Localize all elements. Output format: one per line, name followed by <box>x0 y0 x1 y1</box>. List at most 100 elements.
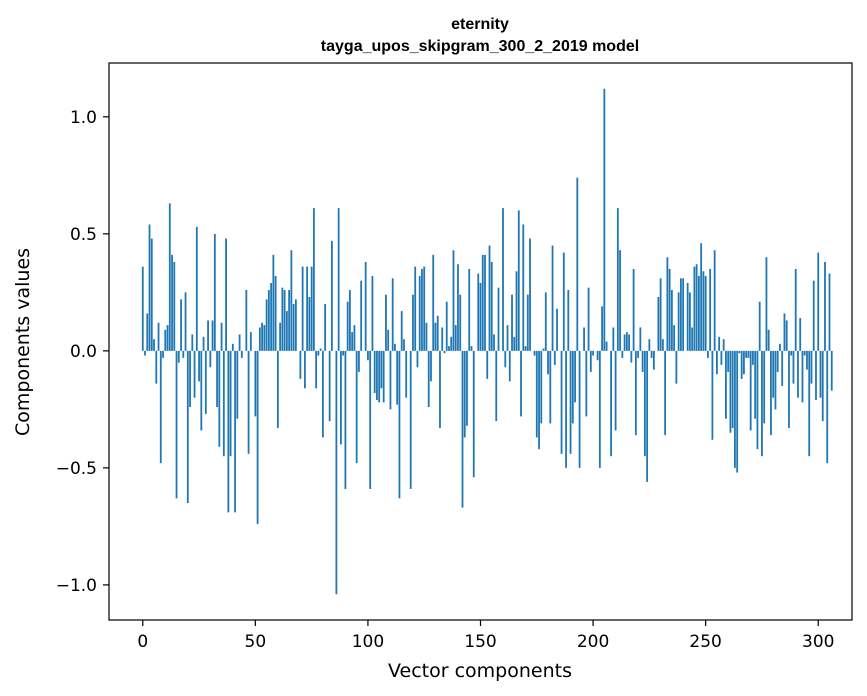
bar <box>522 224 525 351</box>
bar <box>691 327 694 351</box>
bar <box>718 336 721 351</box>
bar <box>641 350 644 372</box>
bar <box>216 350 218 408</box>
bar <box>236 350 239 419</box>
bar <box>540 350 543 424</box>
bar <box>792 350 795 384</box>
bar <box>276 350 279 429</box>
bar <box>828 273 831 351</box>
y-axis-label: Components values <box>12 248 34 436</box>
bar <box>423 266 426 351</box>
bar <box>704 275 707 351</box>
bar <box>452 250 455 351</box>
bar <box>520 350 522 417</box>
bar <box>646 350 649 482</box>
bar <box>209 350 212 368</box>
bar <box>360 280 363 351</box>
bar <box>772 350 775 398</box>
bar <box>344 350 347 489</box>
bar <box>774 350 777 410</box>
bar <box>763 350 766 424</box>
bar <box>576 177 579 351</box>
bar <box>430 350 432 382</box>
bar <box>767 329 770 351</box>
bar <box>346 301 349 351</box>
bar <box>141 266 144 351</box>
bar <box>758 301 761 351</box>
bar <box>486 350 489 379</box>
x-axis-label: Vector components <box>388 660 572 682</box>
bar <box>153 339 155 351</box>
bar <box>727 350 730 372</box>
bar <box>643 350 646 457</box>
bar <box>144 350 146 356</box>
bar <box>425 322 428 351</box>
bar <box>725 350 727 419</box>
bar <box>506 325 509 351</box>
bar <box>779 343 781 351</box>
bar <box>616 208 619 351</box>
x-tick-label: 250 <box>689 632 721 652</box>
bar <box>385 294 387 351</box>
bar <box>652 350 655 370</box>
bar <box>177 350 180 363</box>
bar <box>589 350 592 372</box>
bar <box>621 350 624 358</box>
bar <box>274 275 277 351</box>
bar <box>231 343 234 351</box>
bar <box>628 334 630 351</box>
bar <box>502 208 504 351</box>
bar <box>770 350 772 436</box>
bar <box>738 350 741 354</box>
bar <box>709 268 712 351</box>
bar <box>515 271 518 351</box>
bar <box>830 350 833 391</box>
bar <box>281 287 284 351</box>
bar <box>776 350 779 372</box>
bar <box>445 301 448 351</box>
bar <box>677 292 680 351</box>
bar <box>367 350 369 361</box>
bar <box>173 261 176 351</box>
bar <box>752 350 754 365</box>
bar <box>229 350 232 457</box>
bar <box>448 346 450 351</box>
bar <box>290 250 293 351</box>
chart-title: eternity <box>451 16 509 33</box>
bar <box>263 325 266 351</box>
bar <box>682 278 685 351</box>
bar <box>355 350 358 464</box>
bar <box>544 292 547 351</box>
bar <box>614 350 617 431</box>
bar <box>610 350 612 457</box>
bar <box>808 350 811 457</box>
bar <box>166 325 169 351</box>
bar <box>443 350 446 354</box>
bar <box>418 275 421 351</box>
bar <box>436 315 439 351</box>
bar <box>267 290 270 351</box>
bar <box>364 261 367 351</box>
bar <box>254 350 257 417</box>
bar <box>495 350 498 422</box>
bar <box>358 350 360 372</box>
bar <box>155 350 158 384</box>
bar <box>524 346 527 351</box>
bar <box>535 350 538 438</box>
bar <box>198 350 200 382</box>
x-tick-label: 200 <box>577 632 609 652</box>
bar <box>785 320 788 351</box>
bar <box>340 350 342 445</box>
bar <box>342 350 345 356</box>
bar <box>421 268 423 351</box>
bar <box>454 325 457 351</box>
x-tick-label: 150 <box>464 632 496 652</box>
bar <box>542 348 545 351</box>
bar <box>765 257 768 351</box>
bar <box>414 266 417 351</box>
bar <box>288 290 291 351</box>
bar <box>441 327 444 351</box>
bar <box>790 350 793 356</box>
bar <box>373 350 376 393</box>
bar <box>403 339 405 351</box>
